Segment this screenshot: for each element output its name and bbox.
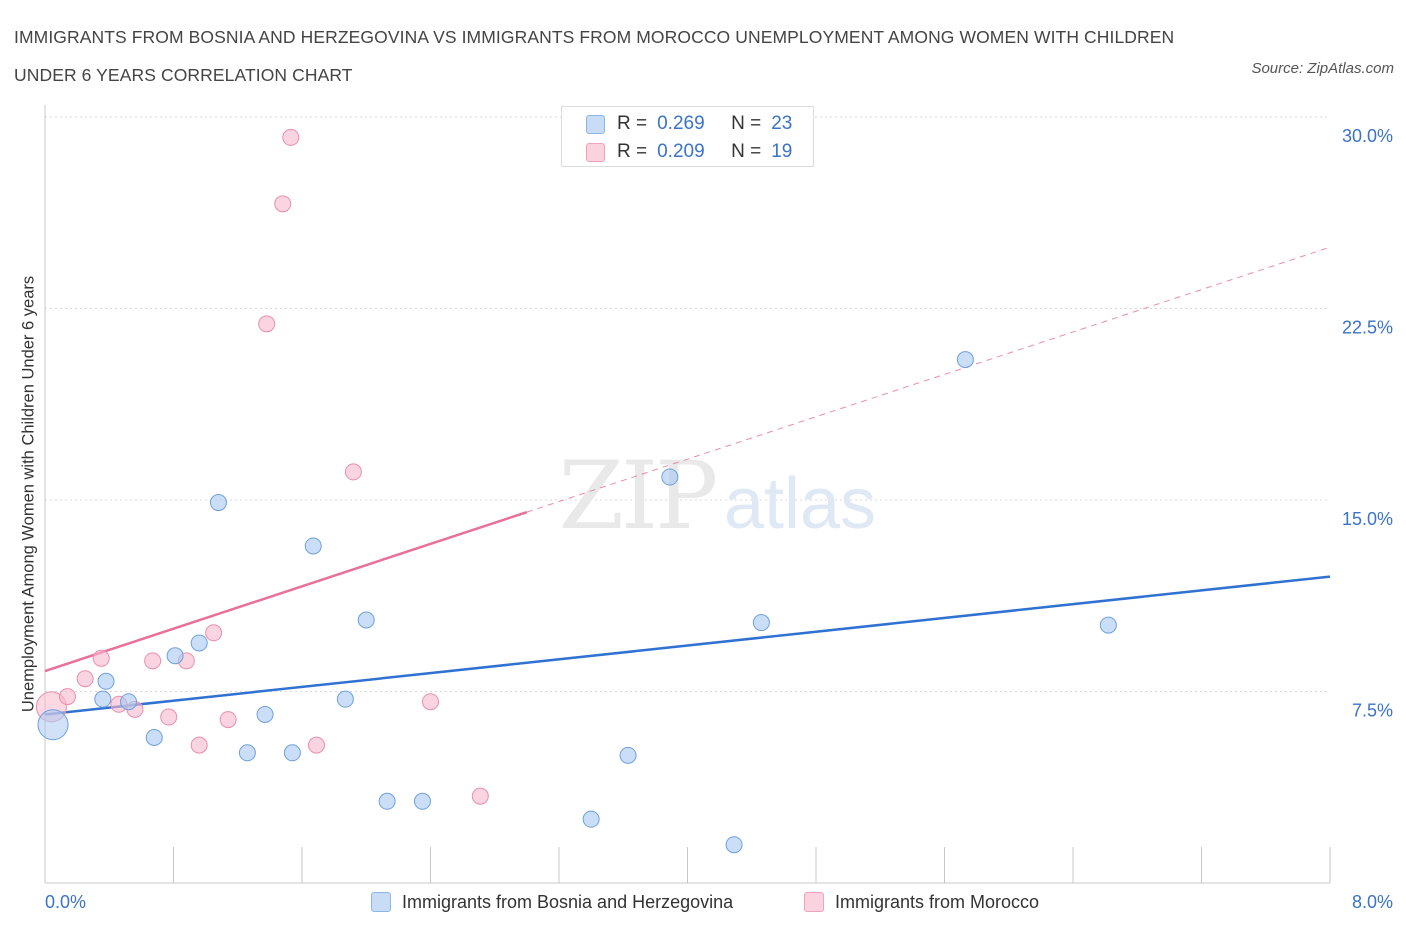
legend-swatch-morocco [586, 142, 605, 162]
data-point-bosnia [190, 634, 208, 652]
legend-n-label: N = [731, 113, 762, 134]
data-point-morocco [274, 195, 292, 213]
data-point-bosnia [956, 351, 974, 369]
data-point-bosnia [619, 746, 637, 764]
data-point-morocco [144, 652, 162, 670]
grid-lines [45, 116, 1330, 692]
data-point-morocco [92, 649, 110, 667]
data-point-bosnia [256, 705, 274, 723]
data-point-bosnia [336, 690, 354, 708]
data-point-bosnia [725, 836, 743, 854]
data-point-bosnia [582, 810, 600, 828]
series-label-morocco: Immigrants from Morocco [835, 891, 1040, 912]
x-tick-label: 0.0% [45, 892, 86, 912]
data-point-bosnia [120, 693, 138, 711]
data-point-morocco [76, 670, 94, 688]
data-point-morocco [307, 736, 325, 754]
data-point-morocco [160, 708, 178, 726]
tick-labels: 7.5% 15.0% 22.5% 30.0% 0.0% 8.0% [45, 126, 1393, 912]
data-point-bosnia [378, 792, 396, 810]
trend-lines [44, 246, 1331, 716]
legend-r-label: R = [617, 113, 648, 134]
data-point-bosnia [661, 468, 679, 486]
data-point-bosnia [94, 690, 112, 708]
y-tick-label: 7.5% [1352, 701, 1393, 721]
legend-r-value: 0.209 [657, 141, 705, 162]
data-point-morocco [282, 128, 300, 146]
watermark-atlas: atlas [724, 464, 876, 544]
data-point-bosnia [166, 647, 184, 665]
legend-n-value: 23 [771, 113, 793, 134]
data-point-bosnia [209, 494, 227, 512]
series-swatch-bosnia [371, 892, 391, 912]
y-tick-label: 30.0% [1342, 126, 1393, 146]
series-legend-bosnia: Immigrants from Bosnia and Herzegovina [371, 890, 733, 914]
legend-swatch-bosnia [586, 114, 605, 134]
data-point-morocco [219, 711, 237, 729]
axes [44, 105, 1331, 884]
legend-row-bosnia: R = 0.269 N = 23 [586, 113, 792, 135]
data-point-morocco [205, 624, 223, 642]
data-point-morocco [471, 787, 489, 805]
data-point-bosnia [37, 709, 69, 741]
legend-row-morocco: R = 0.209 N = 19 [586, 141, 792, 163]
data-point-bosnia [357, 611, 375, 629]
data-points [35, 128, 1117, 854]
trend-line [44, 575, 1331, 716]
data-point-morocco [344, 463, 362, 481]
data-point-bosnia [1099, 616, 1117, 634]
legend-r-label: R = [617, 141, 648, 162]
trend-line-dashed [526, 246, 1331, 513]
series-label-bosnia: Immigrants from Bosnia and Herzegovina [402, 891, 734, 912]
data-point-morocco [190, 736, 208, 754]
data-point-bosnia [413, 792, 431, 810]
y-tick-label: 15.0% [1342, 509, 1393, 529]
legend-r-value: 0.269 [657, 113, 705, 134]
chart-title: IMMIGRANTS FROM BOSNIA AND HERZEGOVINA V… [14, 27, 1175, 85]
legend-n-label: N = [731, 141, 762, 162]
x-tick-label: 8.0% [1352, 892, 1393, 912]
legend-n-value: 19 [771, 141, 793, 162]
data-point-bosnia [283, 744, 301, 762]
data-point-bosnia [238, 744, 256, 762]
trend-line-solid [44, 510, 528, 673]
data-point-bosnia [304, 537, 322, 555]
chart-source: Source: ZipAtlas.com [1251, 60, 1394, 77]
data-point-morocco [58, 688, 76, 706]
data-point-bosnia [752, 614, 770, 632]
data-point-morocco [422, 693, 439, 711]
series-legend-morocco: Immigrants from Morocco [804, 890, 1039, 914]
data-point-morocco [258, 315, 276, 333]
watermark-zip: ZIP [559, 442, 716, 551]
series-swatch-morocco [804, 892, 824, 912]
data-point-bosnia [145, 728, 163, 746]
y-axis-label: Unemployment Among Women with Children U… [19, 275, 38, 713]
correlation-legend: R = 0.269 N = 23 R = 0.209 N = 19 [561, 106, 814, 167]
data-point-bosnia [97, 672, 115, 690]
y-tick-label: 22.5% [1342, 318, 1393, 338]
